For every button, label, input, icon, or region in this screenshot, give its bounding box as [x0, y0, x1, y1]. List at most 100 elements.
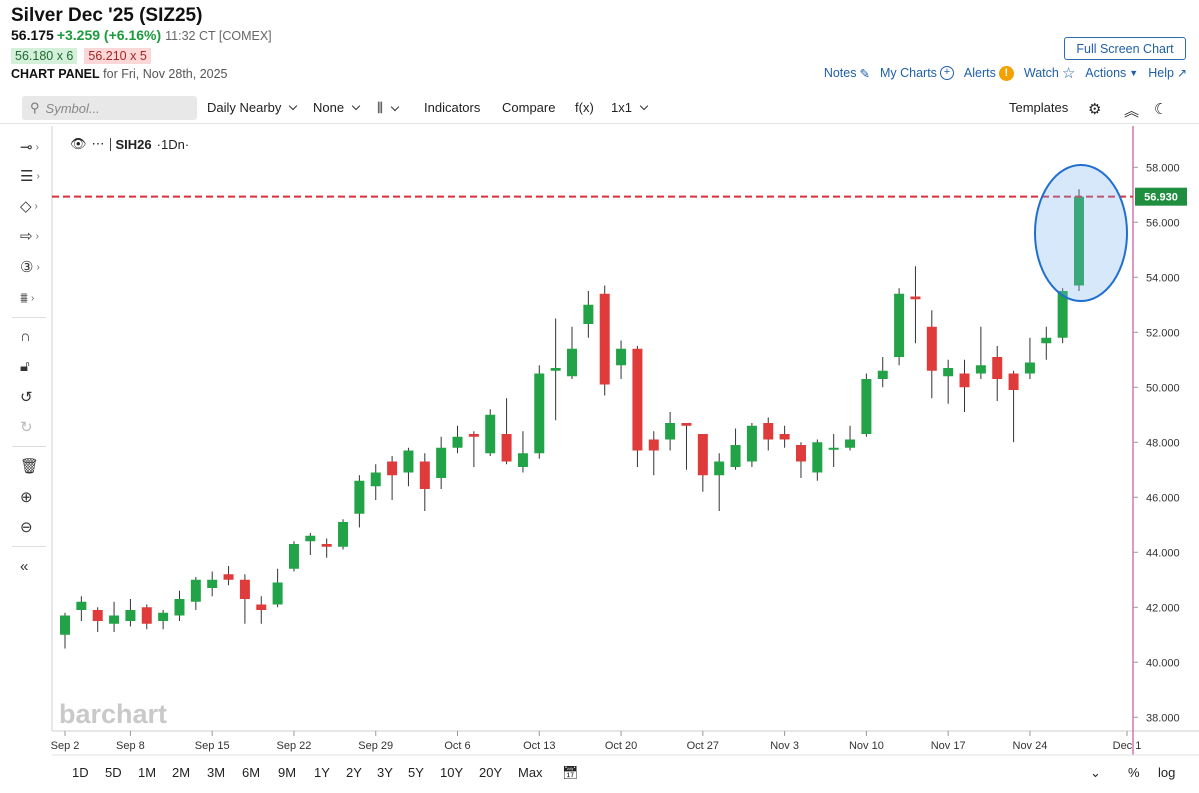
number-tool-icon[interactable]: ③ › — [20, 259, 40, 276]
candle — [567, 326, 577, 379]
eye-icon[interactable]: 👁︎ — [70, 136, 87, 151]
chevron-right-icon: › — [36, 170, 40, 182]
last-price: 56.175 — [11, 27, 54, 43]
arrow-tool-icon[interactable]: ⇨ › — [20, 228, 39, 245]
candle — [877, 357, 888, 388]
candle — [452, 425, 463, 454]
panel-date: for Fri, Nov 28th, 2025 — [103, 67, 228, 81]
collapse-left-icon[interactable]: « — [20, 557, 29, 575]
candle — [550, 318, 561, 421]
x-tick-label: Sep 15 — [195, 740, 230, 752]
compare-button[interactable]: Compare — [502, 100, 556, 115]
x-tick-label: Sep 2 — [51, 740, 80, 752]
range-10y[interactable]: 10Y — [440, 765, 464, 780]
candle — [583, 291, 594, 338]
range-1m[interactable]: 1M — [138, 765, 157, 780]
symbol-search-input[interactable]: ⚲ Symbol... — [22, 96, 197, 120]
fib-tool-icon[interactable]: ☰ › — [20, 168, 40, 185]
chevron-down-icon[interactable]: ⌄ — [1090, 765, 1101, 780]
candle-body — [354, 480, 365, 514]
candle — [828, 434, 839, 467]
range-2m[interactable]: 2M — [172, 765, 191, 780]
notes-link[interactable]: Notes ✎ — [824, 66, 870, 81]
log-toggle[interactable]: log — [1158, 765, 1176, 780]
indicators-button[interactable]: Indicators — [424, 100, 481, 115]
range-5y[interactable]: 5Y — [408, 765, 424, 780]
candle-body — [370, 472, 381, 487]
candle — [501, 398, 512, 465]
more-options-icon[interactable]: ⋯ — [91, 136, 105, 151]
y-tick-label: 38.000 — [1146, 712, 1180, 724]
candle-body — [550, 368, 561, 371]
alerts-link[interactable]: Alerts! — [964, 65, 1014, 81]
trash-icon[interactable]: 🗑︎ — [20, 458, 40, 475]
bid-ask-row: 56.180 x 6 56.210 x 5 — [11, 48, 151, 64]
range-3y[interactable]: 3Y — [377, 765, 393, 780]
range-max[interactable]: Max — [518, 765, 543, 780]
candle-body — [714, 461, 725, 476]
period-dropdown[interactable]: Daily Nearby — [207, 100, 298, 115]
candle-body — [992, 357, 1003, 379]
layout-dropdown[interactable]: 1x1 — [611, 100, 649, 115]
candle — [714, 453, 725, 511]
percent-toggle[interactable]: % — [1128, 765, 1140, 780]
candle-body — [174, 599, 185, 616]
dark-mode-icon[interactable]: ☾ — [1154, 101, 1168, 118]
range-9m[interactable]: 9M — [278, 765, 297, 780]
range-6m[interactable]: 6M — [242, 765, 261, 780]
zoom-in-icon[interactable]: ⊕ — [20, 489, 33, 506]
candle-body — [1074, 196, 1084, 286]
candle — [370, 464, 381, 500]
unlock-icon[interactable]: 🔓︎ — [20, 357, 30, 375]
zoom-out-icon[interactable]: ⊖ — [20, 519, 33, 536]
candle — [223, 566, 234, 586]
chart-type-dropdown[interactable]: ⫼ — [377, 100, 400, 116]
candle — [321, 538, 332, 558]
candle-body — [321, 544, 332, 547]
undo-icon[interactable]: ↺ — [20, 389, 33, 406]
range-3m[interactable]: 3M — [207, 765, 226, 780]
candle-body — [288, 544, 299, 569]
fx-button[interactable]: f(x) — [575, 100, 594, 115]
range-1y[interactable]: 1Y — [314, 765, 330, 780]
my-charts-link[interactable]: My Charts + — [880, 66, 954, 80]
caret-down-icon: ▼ — [1129, 68, 1139, 78]
range-1d[interactable]: 1D — [72, 765, 89, 780]
watch-link[interactable]: Watch ☆ — [1024, 64, 1075, 82]
candle — [354, 475, 365, 528]
candle-body — [60, 615, 70, 635]
candle — [795, 442, 806, 478]
x-tick-label: Oct 6 — [444, 740, 470, 752]
range-bar: 1D 5D 1M 2M 3M 6M 9M 1Y 2Y 3Y 5Y 10Y 20Y Max 📅︎ ⌄ % lo… — [0, 760, 1199, 786]
collapse-up-icon[interactable]: ︽ — [1124, 103, 1140, 120]
templates-button[interactable]: Templates — [1009, 100, 1069, 115]
full-screen-chart-button[interactable]: Full Screen Chart — [1064, 37, 1186, 60]
candle-body — [959, 373, 970, 388]
x-tick-label: Nov 17 — [931, 740, 966, 752]
actions-menu[interactable]: Actions ▼ — [1085, 66, 1138, 80]
help-link[interactable]: Help ↗ — [1148, 66, 1187, 80]
candle — [992, 346, 1003, 401]
redo-icon[interactable]: ↻ — [20, 419, 33, 436]
measure-tool-icon[interactable]: ⩩ › — [20, 289, 35, 307]
y-tick-label: 54.000 — [1146, 272, 1180, 284]
chevron-right-icon: › — [35, 141, 39, 153]
magnet-icon[interactable]: ∩ — [20, 327, 31, 345]
candle-body — [125, 610, 136, 621]
shape-tool-icon[interactable]: ◇ › — [20, 198, 38, 215]
candle — [975, 326, 986, 379]
range-5d[interactable]: 5D — [105, 765, 122, 780]
candle — [1041, 326, 1052, 360]
range-20y[interactable]: 20Y — [479, 765, 503, 780]
calendar-icon[interactable]: 📅︎ — [562, 765, 579, 780]
actions-label: Actions — [1085, 66, 1127, 80]
bid-badge: 56.180 x 6 — [11, 48, 78, 64]
compare-mode-dropdown[interactable]: None — [313, 100, 361, 115]
candle-body — [305, 535, 316, 542]
gear-icon[interactable]: ⚙ — [1088, 101, 1102, 118]
line-tool-icon[interactable]: ⊸ › — [20, 139, 39, 156]
candle-body — [910, 296, 921, 300]
x-tick-label: Sep 29 — [358, 740, 393, 752]
range-2y[interactable]: 2Y — [346, 765, 362, 780]
